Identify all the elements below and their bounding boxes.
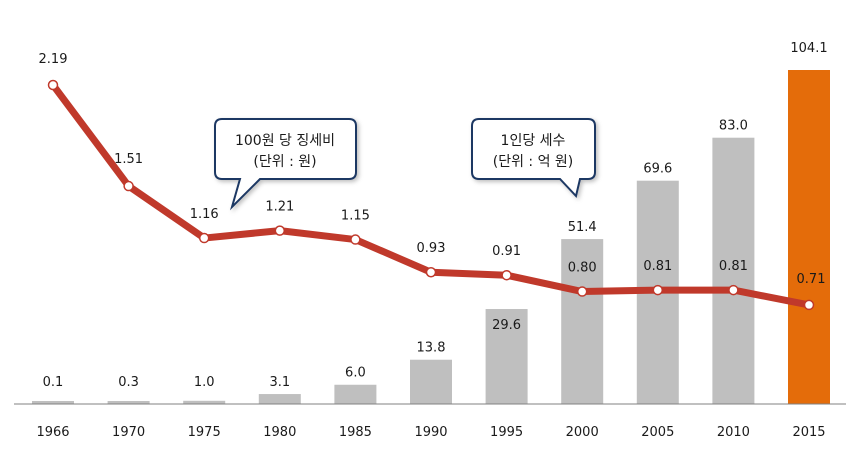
line-value-label: 1.15 (341, 209, 370, 224)
x-tick-2015: 2015 (792, 425, 825, 440)
line-point (274, 225, 286, 236)
line-value-label: 0.81 (643, 259, 672, 274)
x-tick-1970: 1970 (112, 425, 145, 440)
line-value-label: 1.21 (265, 200, 294, 215)
line-point (803, 299, 815, 311)
bar-1970 (107, 401, 150, 404)
bar-value-label: 0.3 (118, 375, 139, 390)
line-value-label: 0.93 (417, 241, 446, 256)
callout-tax (471, 118, 596, 199)
callout-tax-unit: (단위 : 억 원) (493, 154, 574, 170)
line-value-labels: 2.19 1.51 1.16 1.21 1.15 0.93 0.91 0.80 0.81 0.81… (39, 52, 826, 287)
x-tick-2005: 2005 (641, 425, 674, 440)
callout-tax-title: 1인당 세수 (501, 133, 566, 149)
x-tick-1985: 1985 (339, 425, 372, 440)
line-value-label: 2.19 (39, 52, 68, 67)
line-series (47, 79, 815, 311)
bar-value-label: 0.1 (43, 375, 64, 390)
bar-value-label: 13.8 (417, 341, 446, 356)
line-point (198, 232, 210, 244)
x-tick-1990: 1990 (414, 425, 447, 440)
x-tick-1995: 1995 (490, 425, 523, 440)
bar-value-label: 1.0 (194, 375, 215, 390)
bar-2010 (712, 137, 755, 404)
bar-1980 (258, 394, 301, 404)
line-point (501, 269, 512, 281)
x-tick-1980: 1980 (263, 425, 296, 440)
x-tick-labels: 1966 1970 1975 1980 1985 1990 1995 2000 2005 2010… (36, 425, 825, 440)
bar-value-label: 104.1 (790, 41, 827, 56)
callout-cost (214, 118, 357, 211)
x-tick-2000: 2000 (566, 425, 599, 440)
line-point (47, 79, 59, 91)
bar-value-label: 69.6 (643, 162, 672, 177)
callout-cost-unit: (단위 : 원) (253, 154, 316, 170)
line-point (576, 286, 588, 297)
line-point (123, 180, 134, 192)
bar-value-label: 83.0 (719, 119, 748, 134)
line-point (350, 234, 361, 245)
x-tick-2010: 2010 (717, 425, 750, 440)
bar-value-label: 6.0 (345, 366, 366, 381)
bar-value-label: 29.6 (492, 318, 521, 333)
bar-1966 (32, 401, 74, 404)
x-tick-1975: 1975 (188, 425, 221, 440)
bar-1985 (334, 384, 377, 404)
line-value-label: 1.51 (114, 152, 143, 167)
bar-value-label: 51.4 (568, 220, 597, 235)
bar-value-label: 3.1 (269, 375, 290, 390)
line-value-label: 1.16 (190, 207, 219, 222)
line-point (652, 284, 664, 296)
line-value-label: 0.71 (797, 272, 826, 287)
bar-1990 (410, 359, 452, 404)
line-value-label: 0.81 (719, 259, 748, 274)
line-value-label: 0.91 (492, 244, 521, 259)
callout-cost-title: 100원 당 징세비 (235, 133, 335, 149)
bar-2015 (788, 70, 830, 404)
x-tick-1966: 1966 (36, 425, 69, 440)
line-value-label: 0.80 (568, 261, 597, 276)
bar-1975 (183, 400, 226, 404)
line-point (728, 284, 739, 296)
bar-1995 (485, 309, 528, 404)
bar-value-labels: 0.1 0.3 1.0 3.1 6.0 13.8 29.6 51.4 69.6 83.0 104.1 (43, 41, 828, 390)
bar-2000 (561, 239, 604, 404)
line-point (425, 266, 437, 278)
